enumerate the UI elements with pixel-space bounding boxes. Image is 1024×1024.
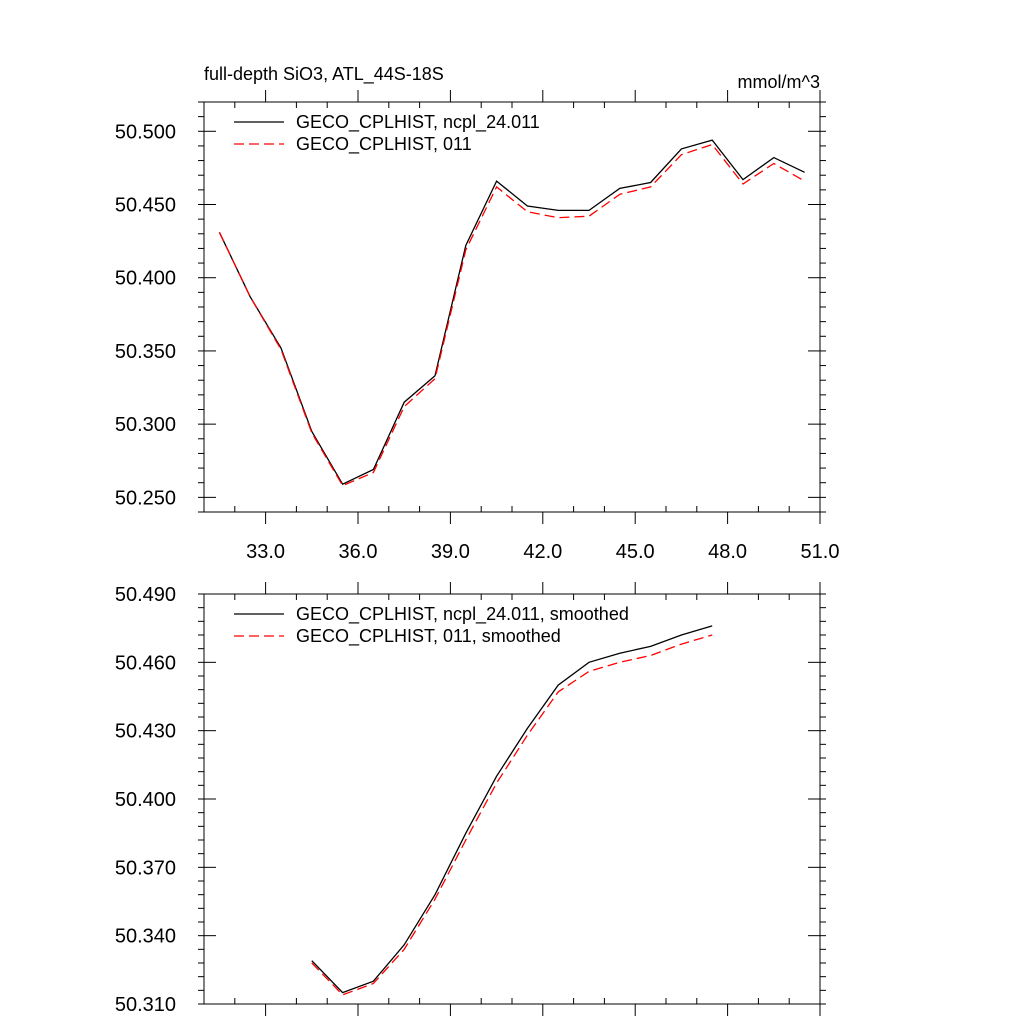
y-tick-label: 50.400 <box>115 789 176 811</box>
legend-label: GECO_CPLHIST, 011, smoothed <box>296 626 561 647</box>
x-tick-label: 42.0 <box>523 541 562 563</box>
series-line-a <box>311 625 713 994</box>
x-tick-label: 39.0 <box>431 541 470 563</box>
y-tick-label: 50.250 <box>115 487 176 509</box>
y-tick-label: 50.350 <box>115 341 176 363</box>
top-panel: 50.250 50.300 50.350 50.400 50.450 50.500 33.0… <box>115 90 840 563</box>
y-tick-label: 50.450 <box>115 195 176 217</box>
series-line-b <box>311 634 713 996</box>
legend-label: GECO_CPLHIST, ncpl_24.011 <box>296 112 540 133</box>
y-tick-label: 50.460 <box>115 652 176 674</box>
x-tick-label: 48.0 <box>708 541 747 563</box>
series-line-b <box>218 143 805 487</box>
y-tick-label: 50.490 <box>115 584 176 606</box>
x-tick-label: 45.0 <box>616 541 655 563</box>
y-tick-label: 50.400 <box>115 268 176 290</box>
legend-label: GECO_CPLHIST, 011 <box>296 134 472 155</box>
y-tick-label: 50.300 <box>115 414 176 436</box>
x-tick-label: 36.0 <box>339 541 378 563</box>
y-tick-label: 50.310 <box>115 994 176 1016</box>
plot-frame <box>203 593 821 1005</box>
x-tick-label: 51.0 <box>801 541 840 563</box>
y-tick-label: 50.430 <box>115 721 176 743</box>
y-tick-label: 50.370 <box>115 857 176 879</box>
legend-label: GECO_CPLHIST, ncpl_24.011, smoothed <box>296 604 629 625</box>
units-label: mmol/m^3 <box>738 72 820 92</box>
chart-title: full-depth SiO3, ATL_44S-18S <box>204 64 444 85</box>
bottom-panel: 50.310 50.340 50.370 50.400 50.430 50.460 50.4… <box>115 582 826 1016</box>
y-tick-label: 50.500 <box>115 121 176 143</box>
y-tick-label: 50.340 <box>115 926 176 948</box>
series-line-a <box>218 139 805 486</box>
x-tick-label: 33.0 <box>246 541 285 563</box>
